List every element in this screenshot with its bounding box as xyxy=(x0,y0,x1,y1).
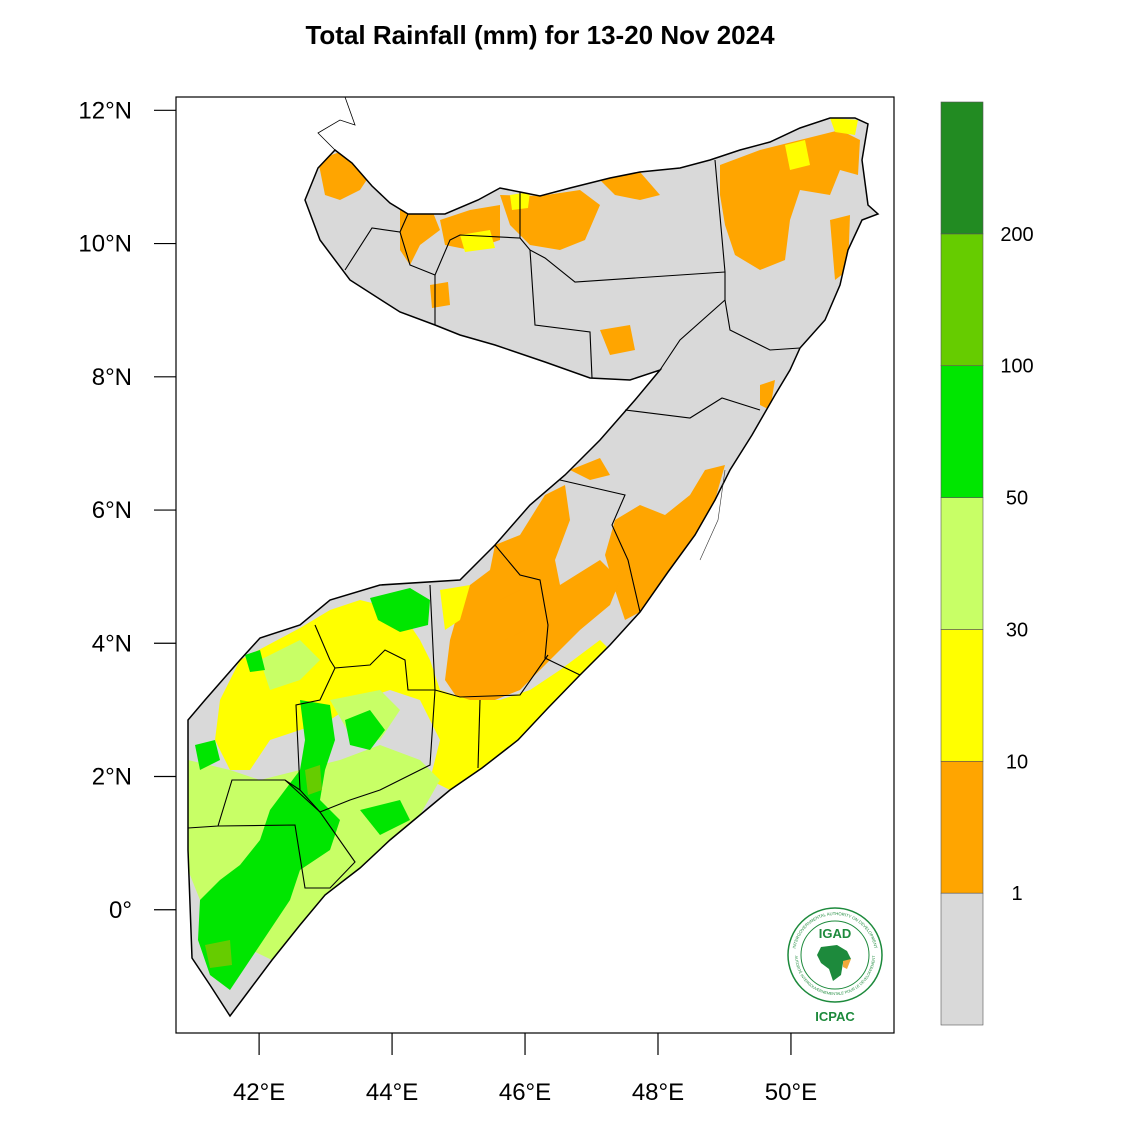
rain-class-10-30 xyxy=(215,118,858,790)
colorbar-label: 200 xyxy=(1000,224,1033,246)
colorbar-swatch xyxy=(940,629,984,762)
lon-tick-label: 44°E xyxy=(366,1079,418,1106)
lon-tick-label: 42°E xyxy=(233,1079,285,1106)
colorbar-label: 30 xyxy=(1006,619,1028,641)
lon-tick-label: 48°E xyxy=(632,1079,684,1106)
colorbar-label: 10 xyxy=(1006,751,1028,773)
coast-line xyxy=(699,469,726,561)
longitude-axis: 42°E 44°E 46°E 48°E 50°E xyxy=(233,1033,817,1106)
lat-tick-label: 0° xyxy=(109,897,132,924)
neighbour-boundary xyxy=(317,96,356,151)
colorbar-label: 50 xyxy=(1006,488,1028,510)
latitude-axis: 12°N 10°N 8°N 6°N 4°N 2°N 0° xyxy=(78,97,176,924)
lon-tick-label: 50°E xyxy=(765,1079,817,1106)
colorbar-swatch xyxy=(940,497,984,630)
colorbar-swatch xyxy=(940,892,984,1026)
igad-icpac-logo: IGAD ICPAC INTERGOVERNMENTAL AUTHORITY O… xyxy=(787,907,883,1024)
colorbar-swatch xyxy=(940,233,984,367)
region-boundaries xyxy=(187,159,801,889)
rain-class-50-100 xyxy=(195,588,430,990)
logo-icpac-text: ICPAC xyxy=(815,1009,855,1024)
lon-tick-label: 46°E xyxy=(499,1079,551,1106)
rain-class-100-200 xyxy=(205,765,322,968)
africa-icon xyxy=(817,945,851,981)
lat-tick-label: 6°N xyxy=(92,497,132,524)
lat-tick-label: 2°N xyxy=(92,764,132,791)
lat-tick-label: 12°N xyxy=(78,97,132,124)
logo-igad-text: IGAD xyxy=(819,926,852,941)
map-title: Total Rainfall (mm) for 13-20 Nov 2024 xyxy=(305,20,775,50)
lat-tick-label: 10°N xyxy=(78,231,132,258)
colorbar: 1 10 30 50 100 200 xyxy=(940,101,1034,1026)
lat-tick-label: 8°N xyxy=(92,364,132,391)
colorbar-label: 100 xyxy=(1000,356,1033,378)
lat-tick-label: 4°N xyxy=(92,630,132,657)
colorbar-label: 1 xyxy=(1011,883,1022,905)
horn-of-africa-icon xyxy=(843,959,851,969)
colorbar-swatch xyxy=(940,101,984,235)
colorbar-swatch xyxy=(940,760,984,894)
colorbar-swatch xyxy=(940,365,984,498)
